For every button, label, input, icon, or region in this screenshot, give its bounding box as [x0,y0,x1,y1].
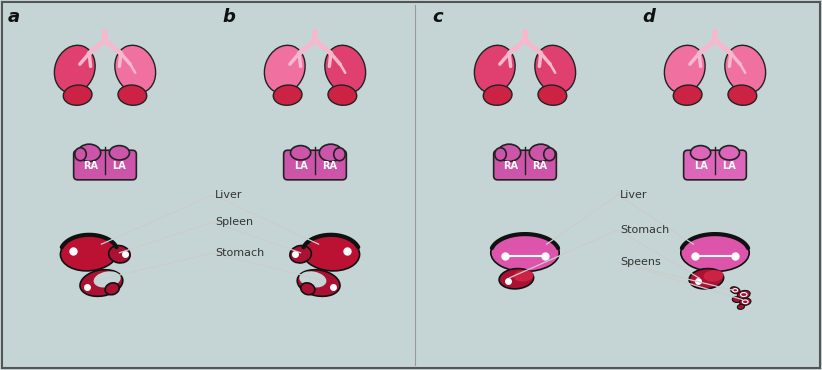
Ellipse shape [704,270,723,282]
Ellipse shape [299,271,326,287]
Ellipse shape [514,270,533,282]
Ellipse shape [54,45,95,93]
Text: RA: RA [83,161,98,171]
Ellipse shape [737,304,745,309]
Text: Stomach: Stomach [620,225,669,235]
Ellipse shape [63,85,92,105]
Ellipse shape [689,269,723,289]
Ellipse shape [302,235,359,271]
Text: LA: LA [694,161,708,171]
Ellipse shape [118,85,147,105]
Ellipse shape [301,283,315,295]
Ellipse shape [109,246,130,263]
Ellipse shape [543,148,555,161]
Text: RA: RA [532,161,547,171]
Ellipse shape [77,144,100,161]
Text: Spleen: Spleen [215,217,253,227]
Text: Liver: Liver [620,190,648,200]
Ellipse shape [499,269,533,289]
Ellipse shape [105,283,119,295]
Text: LA: LA [723,161,737,171]
FancyBboxPatch shape [494,150,556,180]
Ellipse shape [497,144,520,161]
Ellipse shape [681,234,749,272]
Ellipse shape [325,45,366,93]
Text: d: d [642,8,655,26]
Ellipse shape [535,45,575,93]
Ellipse shape [290,146,311,160]
Ellipse shape [732,297,741,303]
Ellipse shape [737,290,750,299]
FancyBboxPatch shape [284,150,346,180]
Ellipse shape [725,45,765,93]
FancyBboxPatch shape [684,150,746,180]
Ellipse shape [109,146,130,160]
Ellipse shape [75,148,86,161]
Ellipse shape [483,85,512,105]
Ellipse shape [298,270,340,296]
Text: RA: RA [322,161,337,171]
Text: b: b [222,8,235,26]
Ellipse shape [529,144,552,161]
Ellipse shape [728,85,757,105]
Ellipse shape [319,144,342,161]
Text: Liver: Liver [215,190,242,200]
Ellipse shape [538,85,566,105]
FancyBboxPatch shape [74,150,136,180]
Ellipse shape [61,235,118,271]
Text: LA: LA [113,161,127,171]
Ellipse shape [740,298,751,306]
Ellipse shape [80,270,122,296]
Text: a: a [8,8,20,26]
Ellipse shape [673,85,702,105]
Ellipse shape [290,246,312,263]
Ellipse shape [273,85,302,105]
Text: Stomach: Stomach [215,248,264,258]
Ellipse shape [94,271,121,287]
Text: Speens: Speens [620,257,661,267]
Text: c: c [432,8,442,26]
Ellipse shape [730,287,740,294]
Ellipse shape [664,45,705,93]
Ellipse shape [690,146,711,160]
Ellipse shape [265,45,305,93]
Ellipse shape [115,45,155,93]
Ellipse shape [328,85,357,105]
Text: RA: RA [503,161,518,171]
Ellipse shape [491,234,559,272]
Ellipse shape [495,148,506,161]
Ellipse shape [334,148,345,161]
Ellipse shape [719,146,740,160]
Text: LA: LA [293,161,307,171]
Ellipse shape [474,45,515,93]
